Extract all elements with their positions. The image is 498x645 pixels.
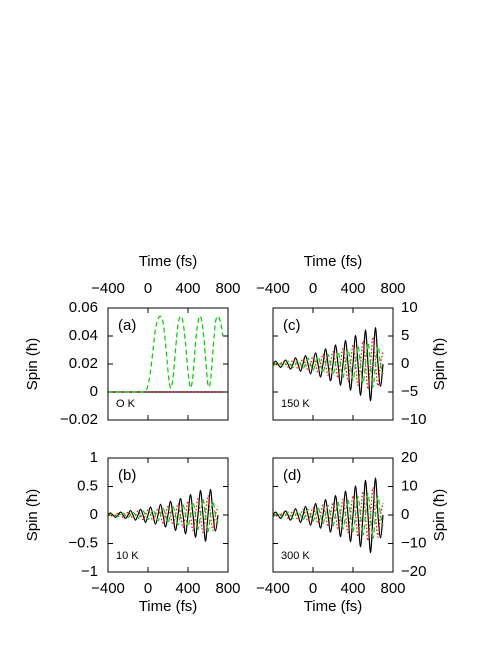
data-line	[108, 488, 219, 542]
y-tick-label: −1	[81, 563, 98, 580]
annotation: 150 K	[281, 398, 310, 410]
plot-frame	[107, 307, 229, 421]
annotation: 10 K	[116, 550, 139, 562]
y-tick-label: −20	[401, 563, 426, 580]
x-tick-label: 800	[215, 580, 240, 597]
y-tick-label: 5	[401, 327, 409, 344]
y-tick-label: 0	[90, 506, 98, 523]
y-tick-label: −5	[401, 383, 418, 400]
panel-label: (c)	[283, 317, 301, 334]
y-tick-label: 0.5	[77, 477, 98, 494]
data-line	[273, 336, 384, 390]
x-axis-label: Time (fs)	[139, 253, 198, 270]
x-tick-label: 0	[144, 280, 152, 297]
data-line	[108, 495, 219, 534]
x-tick-label: 0	[144, 580, 152, 597]
y-tick-label: 20	[401, 449, 418, 466]
x-axis-label: Time (fs)	[304, 253, 363, 270]
y-tick-label: 1	[90, 449, 98, 466]
x-tick-label: 0	[309, 580, 317, 597]
y-axis-label: Spin (ħ)	[24, 338, 41, 391]
data-line	[273, 477, 384, 554]
x-tick-label: 800	[215, 280, 240, 297]
x-tick-label: 400	[175, 280, 200, 297]
y-tick-label: −10	[401, 534, 426, 551]
data-line	[108, 315, 224, 394]
data-line	[273, 326, 384, 402]
x-axis-label: Time (fs)	[139, 598, 198, 615]
y-axis-label: Spin (ħ)	[431, 338, 448, 391]
annotation: O K	[116, 398, 136, 410]
x-tick-label: 400	[175, 580, 200, 597]
y-tick-label: 0	[401, 355, 409, 372]
annotation: 300 K	[281, 550, 310, 562]
plot-frame	[107, 457, 229, 573]
x-tick-label: 0	[309, 280, 317, 297]
x-tick-label: 800	[380, 580, 405, 597]
plot-frame	[272, 307, 394, 421]
data-line	[273, 492, 384, 539]
y-tick-label: 0.02	[69, 355, 98, 372]
y-axis-label: Spin (ħ)	[431, 489, 448, 542]
x-tick-label: 400	[340, 580, 365, 597]
x-tick-label: 800	[380, 280, 405, 297]
y-axis-label: Spin (ħ)	[24, 489, 41, 542]
x-tick-label: −400	[91, 580, 125, 597]
y-tick-label: 0.04	[69, 327, 98, 344]
y-tick-label: 0.06	[69, 299, 98, 316]
x-tick-label: −400	[256, 280, 290, 297]
y-tick-label: −0.02	[60, 411, 98, 428]
panel-label: (d)	[283, 467, 301, 484]
x-tick-label: 400	[340, 280, 365, 297]
panel-label: (a)	[118, 317, 136, 334]
y-tick-label: −0.5	[68, 534, 98, 551]
data-line	[108, 499, 219, 533]
y-tick-label: 10	[401, 299, 418, 316]
y-tick-label: 10	[401, 477, 418, 494]
plot-frame	[272, 457, 394, 573]
y-tick-label: 0	[90, 383, 98, 400]
panel-label: (b)	[118, 467, 136, 484]
x-tick-label: −400	[91, 280, 125, 297]
y-tick-label: 0	[401, 506, 409, 523]
x-axis-label: Time (fs)	[304, 598, 363, 615]
x-tick-label: −400	[256, 580, 290, 597]
y-tick-label: −10	[401, 411, 426, 428]
data-line	[273, 342, 384, 388]
